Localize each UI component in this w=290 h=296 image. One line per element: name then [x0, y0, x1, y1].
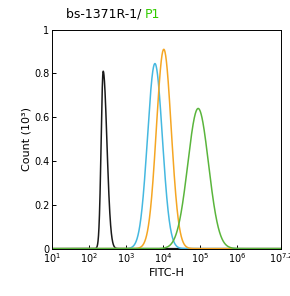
Text: P1: P1 — [145, 8, 160, 21]
Y-axis label: Count (10³): Count (10³) — [21, 107, 31, 171]
X-axis label: FITC-H: FITC-H — [149, 268, 185, 278]
Text: bs-1371R-1/: bs-1371R-1/ — [66, 8, 145, 21]
